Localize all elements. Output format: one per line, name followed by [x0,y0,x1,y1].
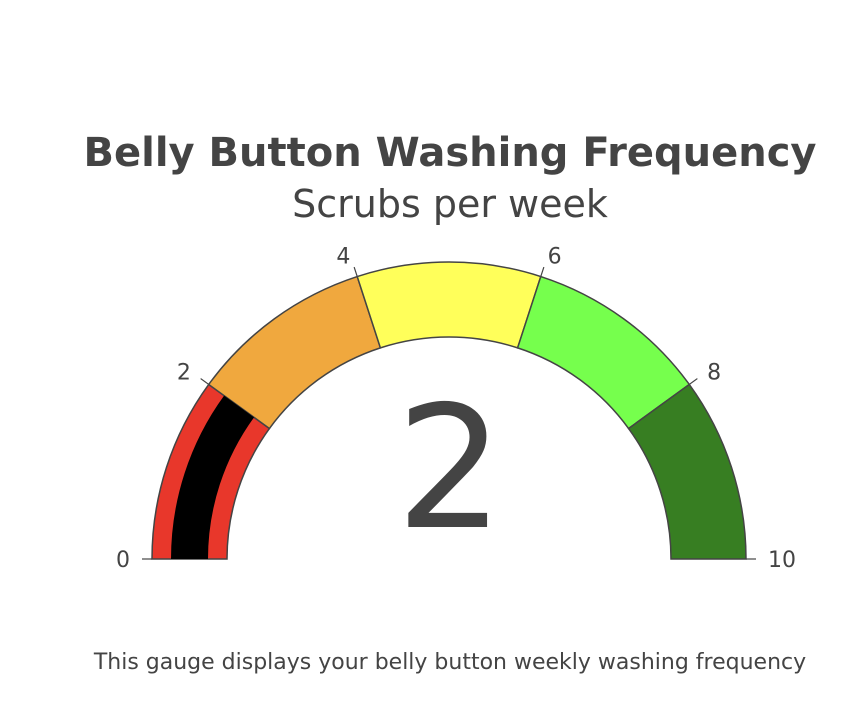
gauge-value-bar [171,395,255,559]
chart-subtitle: Scrubs per week [292,182,608,226]
gauge-value-number: 2 [396,370,504,568]
gauge-step-4 [627,383,747,560]
gauge-tick-mark-6 [540,266,545,277]
chart-title: Belly Button Washing Frequency [84,130,817,176]
gauge-tick-label-2: 2 [177,360,191,385]
gauge-tick-mark-4 [353,266,358,277]
gauge-tick-label-8: 8 [707,360,721,385]
gauge-step-2 [356,261,542,349]
gauge-tick-label-10: 10 [768,548,796,573]
gauge-tick-mark-8 [688,378,698,385]
gauge-tick-label-6: 6 [548,245,562,270]
gauge-ticks: 0 2 4 6 8 10 [116,245,796,573]
gauge-caption: This gauge displays your belly button we… [93,650,806,675]
gauge-tick-label-4: 4 [336,245,350,270]
gauge-tick-mark-2 [200,378,210,385]
gauge-value-bar-group [171,395,255,559]
gauge-tick-label-0: 0 [116,548,130,573]
